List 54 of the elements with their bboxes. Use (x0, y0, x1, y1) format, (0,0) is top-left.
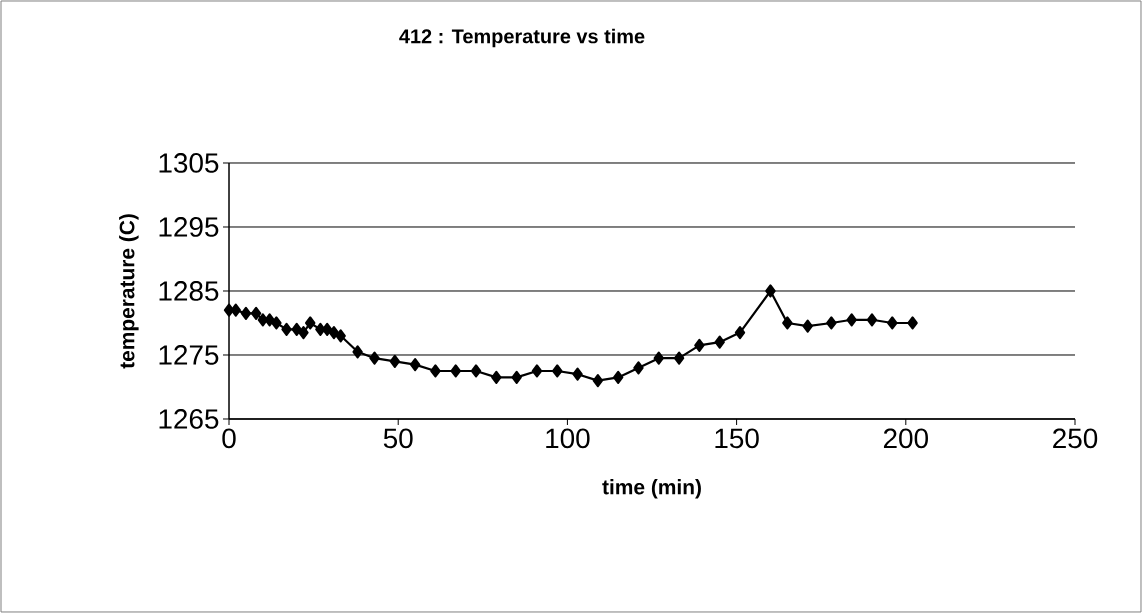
point (866, 313, 878, 327)
y-axis-title: temperature (C) (119, 214, 139, 369)
point (328, 326, 340, 340)
x-tick-label: 0 (222, 428, 236, 449)
point (389, 354, 401, 368)
point (250, 306, 262, 320)
point (673, 351, 685, 365)
y-tick-label: 1285 (159, 281, 219, 301)
point (450, 364, 461, 378)
point (782, 316, 793, 330)
point (846, 313, 857, 327)
y-tick-label: 1295 (159, 217, 219, 237)
x-tick-label: 200 (883, 428, 928, 449)
x-axis-title: time (min) (602, 479, 701, 499)
point (612, 370, 624, 384)
point (430, 364, 441, 378)
point (281, 322, 292, 336)
point (653, 351, 664, 365)
point (802, 319, 813, 333)
chart-title: 412 : Temperature vs time (399, 28, 645, 48)
x-tick-label: 100 (546, 428, 590, 449)
x-tick-label: 150 (715, 428, 759, 449)
point (734, 326, 746, 340)
point (765, 284, 776, 298)
y-tick-label: 1275 (159, 345, 219, 365)
point (271, 316, 282, 330)
point (511, 370, 522, 384)
point (826, 316, 837, 330)
point (298, 326, 309, 340)
point (907, 316, 918, 330)
x-tick-label: 250 (1053, 428, 1098, 449)
point (291, 322, 302, 336)
point (491, 370, 502, 384)
point (409, 358, 421, 372)
point (592, 374, 604, 388)
point (633, 361, 644, 375)
point (531, 364, 543, 378)
y-tick-label: 1265 (159, 409, 219, 429)
point (552, 364, 563, 378)
x-tick-label: 50 (383, 428, 413, 449)
point (352, 345, 363, 359)
point (572, 367, 583, 381)
point (470, 364, 482, 378)
point (321, 322, 333, 336)
point (305, 316, 316, 330)
point (230, 303, 241, 317)
point (369, 351, 380, 365)
point (264, 313, 275, 327)
y-tick-label: 1305 (159, 153, 219, 173)
point (694, 338, 705, 352)
point (887, 316, 898, 330)
point (240, 306, 252, 320)
point (335, 329, 346, 343)
point (714, 335, 725, 349)
